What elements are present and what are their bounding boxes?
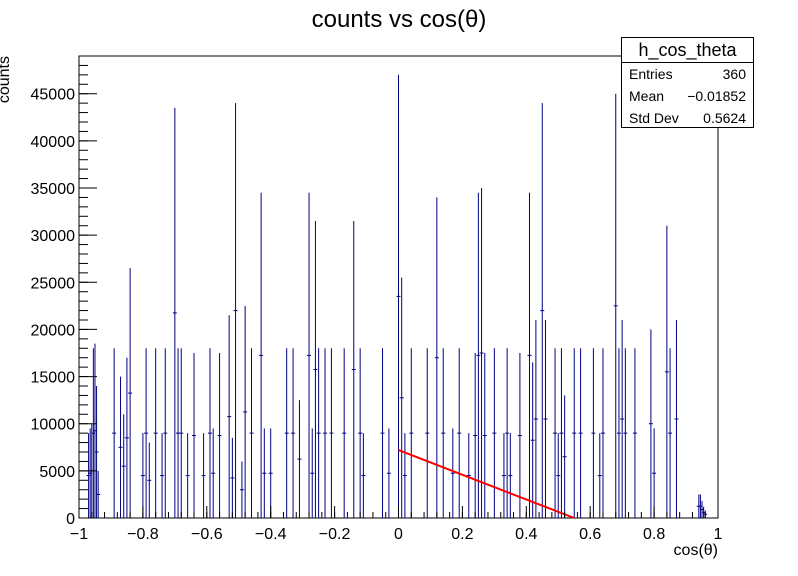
- x-tick-label: −0.6: [191, 526, 223, 543]
- stats-label: Mean: [629, 88, 665, 104]
- stats-value: 0.5624: [703, 110, 746, 126]
- y-tick-label: 5000: [39, 464, 75, 481]
- histogram-bars: [86, 74, 708, 518]
- stats-box: h_cos_theta Entries 360 Mean −0.01852 St…: [621, 37, 754, 128]
- stats-label: Entries: [629, 66, 673, 82]
- fit-line-segment: [398, 449, 575, 519]
- stats-row-stddev: Std Dev 0.5624: [622, 107, 753, 129]
- x-tick-label: −0.8: [127, 526, 159, 543]
- y-axis-title: counts: [0, 56, 13, 103]
- y-tick-label: 10000: [31, 417, 76, 434]
- x-axis-title: cos(θ): [674, 542, 718, 559]
- y-tick-label: 25000: [31, 275, 76, 292]
- x-tick-label: 0: [394, 526, 403, 543]
- x-axis: −1 −0.8 −0.6 −0.4 −0.2 0 0.2 0.4 0.6 0.8 1: [70, 506, 723, 543]
- y-axis: 0 5000 10000 15000 20000 25000 30000 35000 40000…: [31, 55, 97, 528]
- x-tick-label: 1: [714, 526, 723, 543]
- x-tick-label: 0.4: [515, 526, 537, 543]
- y-tick-label: 20000: [31, 322, 76, 339]
- stats-box-title: h_cos_theta: [622, 38, 753, 63]
- y-tick-label: 30000: [31, 228, 76, 245]
- x-tick-label: 0.8: [643, 526, 665, 543]
- y-tick-label: 15000: [31, 370, 76, 387]
- y-tick-label: 40000: [31, 134, 76, 151]
- x-tick-label: 0.6: [579, 526, 601, 543]
- fit-line: [398, 449, 575, 519]
- stats-value: −0.01852: [687, 88, 746, 104]
- chart-title: counts vs cos(θ): [312, 6, 487, 33]
- stats-label: Std Dev: [629, 110, 679, 126]
- x-tick-label: −0.2: [319, 526, 351, 543]
- x-tick-label: −0.4: [255, 526, 287, 543]
- stats-row-mean: Mean −0.01852: [622, 85, 753, 107]
- y-tick-label: 45000: [31, 87, 76, 104]
- stats-value: 360: [722, 66, 746, 82]
- x-tick-label: 0.2: [451, 526, 473, 543]
- y-tick-label: 0: [66, 511, 75, 528]
- stats-row-entries: Entries 360: [622, 63, 753, 85]
- x-tick-label: −1: [70, 526, 88, 543]
- y-tick-label: 35000: [31, 181, 76, 198]
